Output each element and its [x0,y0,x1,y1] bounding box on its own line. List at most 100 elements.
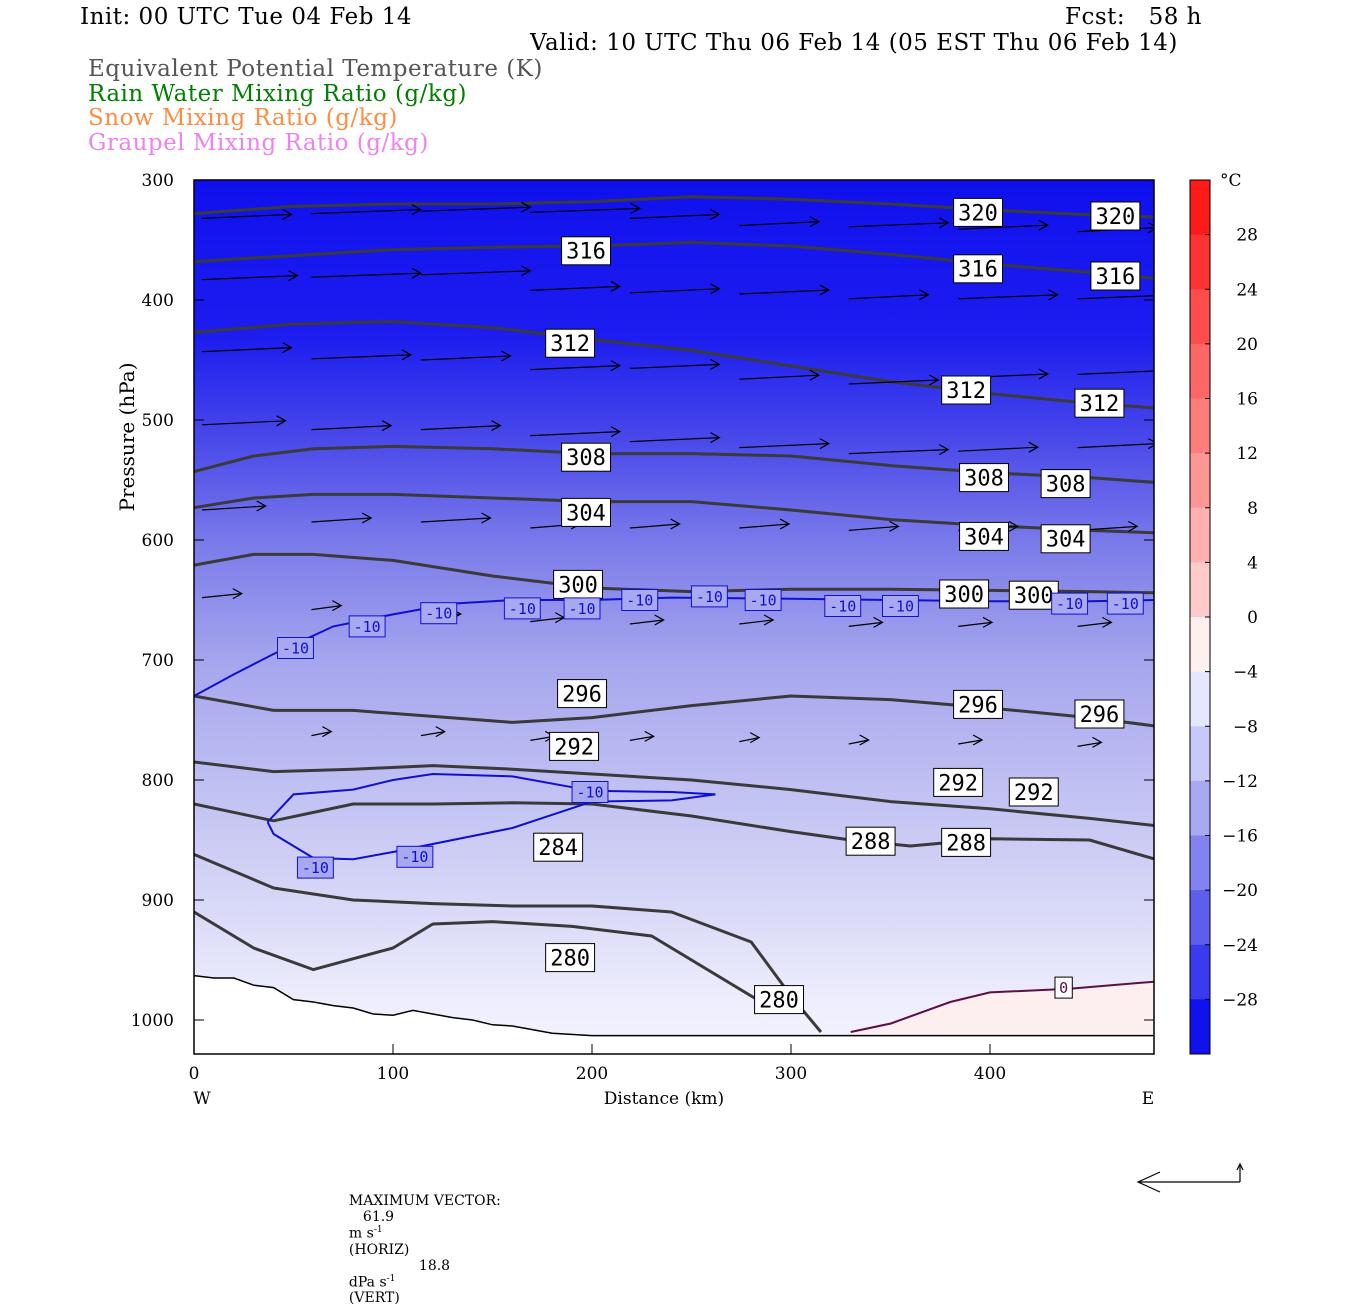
horiz-exponent: -1 [373,1225,383,1235]
temperature-label: -10 [1056,595,1083,613]
theta-e-label: 292 [554,735,594,760]
x-tick-label: 0 [189,1064,200,1084]
colorbar-tick-label: −20 [1222,881,1258,901]
wind-vector [420,265,532,277]
vert-value: 18.8 [418,1257,451,1274]
colorbar-tick-label: 0 [1247,608,1258,628]
theta-e-label: 304 [964,525,1004,550]
theta-e-label-box [545,943,596,973]
y-tick-label: 800 [142,771,174,791]
theta-e-label: 296 [562,683,602,708]
x-axis-label: Distance (km) [604,1089,724,1109]
horiz-unit: m s [348,1225,374,1242]
theta-e-label-box [939,579,990,609]
temperature-label-box [1106,592,1144,615]
theta-e-label-box [1090,261,1141,291]
temperature-label: -10 [282,639,309,657]
temperature-shading [194,180,1154,1054]
x-tick-label: 200 [576,1064,608,1084]
x-end-label-east: E [1142,1089,1154,1109]
wind-vector [420,350,512,362]
colorbar-bin [1190,507,1210,563]
x-tick-label: 300 [775,1064,807,1084]
colorbar-bin [1190,780,1210,836]
wind-vector [1077,736,1103,748]
wind-vector [420,420,502,432]
colorbar-tick-label: −28 [1222,990,1258,1010]
temperature-label: -10 [887,597,914,615]
wind-vector [629,614,665,626]
wind-vector [848,289,930,301]
wind-vector [201,415,287,427]
colorbar-tick-label: 12 [1236,444,1258,464]
theta-e-label-box [941,375,992,405]
wind-vector [629,208,721,220]
theta-e-label-box [533,832,584,862]
colorbar-bin [1190,944,1210,1000]
theta-e-label-box [953,197,1004,227]
temperature-label: -10 [569,600,596,618]
theta-e-label-box [1074,699,1125,729]
legend-theta-e: Equivalent Potential Temperature (K) [88,56,543,82]
colorbar-bin [1190,835,1210,891]
y-tick-label: 700 [142,651,174,671]
y-axis-label: Pressure (hPa) [115,363,139,512]
wind-vector [311,512,373,524]
wind-vector [848,734,870,746]
wind-vector [530,280,622,292]
theta-e-label-box [557,679,608,709]
x-tick-label: 100 [377,1064,409,1084]
wind-vector [420,726,447,738]
colorbar-bin [1190,453,1210,509]
colorbar-tick-label: −4 [1233,663,1258,683]
theta-e-label: 288 [946,831,986,856]
colorbar-bin [1190,617,1210,673]
temperature-label: -10 [401,848,428,866]
wind-vector [739,284,831,296]
colorbar-tick-label: 16 [1236,390,1258,410]
theta-e-label: 300 [558,573,598,598]
wind-vector [311,420,393,432]
init-time: Init: 00 UTC Tue 04 Feb 14 [80,4,413,30]
colorbar-bin [1190,890,1210,946]
wind-vector [420,201,532,213]
temperature-label-box [621,589,659,611]
colorbar-bin [1190,671,1210,727]
wind-vector [848,374,940,386]
temperature-label-box [563,597,601,620]
temperature-label: -10 [425,605,452,623]
horiz-note: (HORIZ) [348,1241,410,1258]
wind-vector [311,204,423,216]
colorbar-tick-label: 28 [1236,226,1258,246]
temperature-label-box [348,615,386,638]
theta-e-contour-320 [194,195,1154,219]
max-vector-annotation: MAXIMUM VECTOR: 61.9 m s-1 (HORIZ) 18.8 … [340,1177,501,1306]
x-tick-label: 400 [974,1064,1006,1084]
forecast-hour: Fcst: 58 h [1065,4,1202,30]
theta-e-label-box [1040,469,1091,499]
wind-vector [530,202,642,214]
theta-e-label: 308 [964,467,1004,492]
theta-e-label: 308 [566,446,606,471]
theta-e-label-box [561,442,611,472]
theta-e-contour-312 [194,320,1154,410]
wind-vector [629,358,721,370]
colorbar-bin [1190,343,1210,399]
theta-e-label: 316 [958,258,998,283]
theta-e-label: 304 [566,501,606,526]
vert-unit: dPa s [348,1274,387,1291]
theta-e-label-box [941,827,992,857]
theta-e-label: 292 [938,771,978,796]
temperature-label-box [296,856,334,879]
theta-e-label-box [1040,524,1091,554]
theta-e-contour-284 [194,853,823,1033]
theta-e-contour-316 [194,240,1154,280]
theta-e-label: 296 [1080,703,1120,728]
temperature-label-box [824,595,862,617]
theta-e-label: 320 [958,201,998,226]
theta-e-label: 288 [851,830,891,855]
temperature-label: -10 [750,591,777,609]
theta-e-label-box [545,328,596,358]
wind-vector [201,208,293,220]
legend-graupel: Graupel Mixing Ratio (g/kg) [88,130,429,156]
